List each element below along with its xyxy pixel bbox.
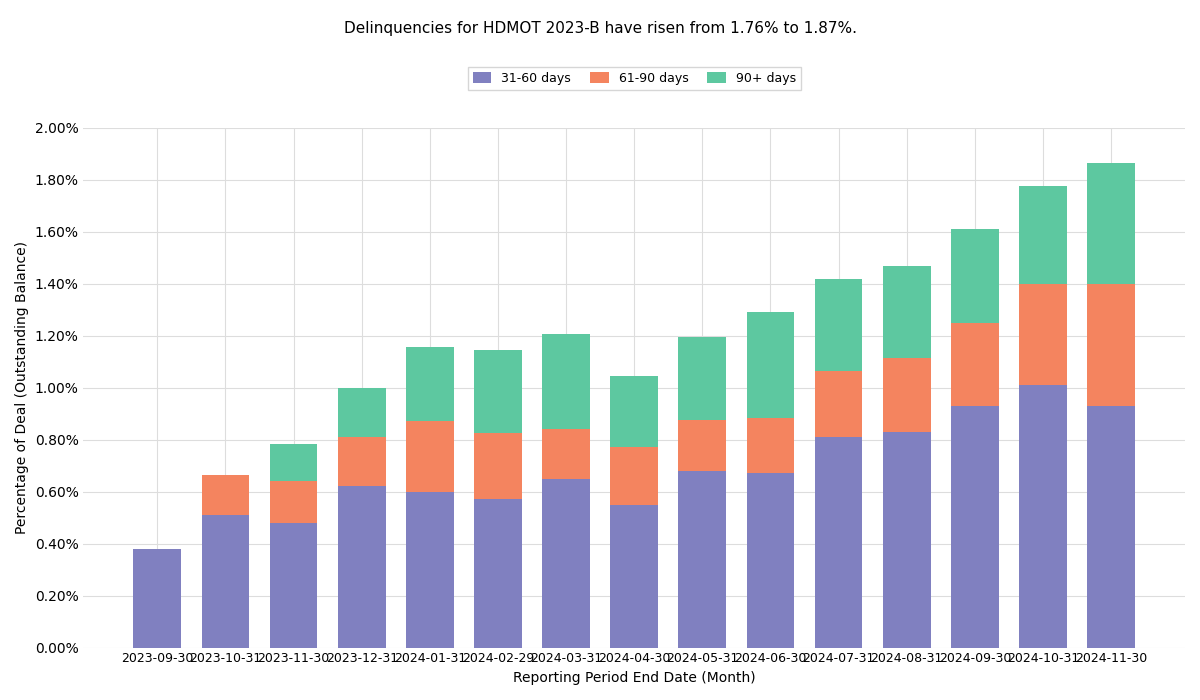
Bar bbox=[406, 421, 454, 491]
Legend: 31-60 days, 61-90 days, 90+ days: 31-60 days, 61-90 days, 90+ days bbox=[468, 66, 800, 90]
Bar bbox=[270, 482, 318, 523]
Bar bbox=[815, 437, 863, 648]
Bar bbox=[338, 388, 385, 437]
Bar bbox=[746, 312, 794, 418]
Bar bbox=[746, 418, 794, 473]
X-axis label: Reporting Period End Date (Month): Reporting Period End Date (Month) bbox=[512, 671, 756, 685]
Bar bbox=[746, 473, 794, 648]
Bar bbox=[678, 337, 726, 420]
Bar bbox=[474, 500, 522, 648]
Bar bbox=[1087, 163, 1135, 284]
Bar bbox=[815, 371, 863, 437]
Bar bbox=[270, 523, 318, 648]
Bar bbox=[950, 229, 998, 323]
Bar bbox=[611, 447, 658, 505]
Bar bbox=[883, 358, 930, 432]
Bar bbox=[406, 491, 454, 648]
Bar bbox=[406, 347, 454, 421]
Bar bbox=[1019, 284, 1067, 385]
Bar bbox=[338, 486, 385, 648]
Bar bbox=[950, 406, 998, 648]
Bar bbox=[950, 323, 998, 406]
Bar bbox=[474, 350, 522, 433]
Bar bbox=[611, 376, 658, 447]
Bar bbox=[1019, 385, 1067, 648]
Bar bbox=[202, 475, 250, 515]
Bar bbox=[542, 335, 590, 429]
Bar bbox=[611, 505, 658, 648]
Bar bbox=[202, 515, 250, 648]
Bar bbox=[678, 420, 726, 471]
Bar bbox=[1087, 284, 1135, 406]
Bar bbox=[883, 265, 930, 358]
Bar bbox=[542, 479, 590, 648]
Bar bbox=[678, 471, 726, 648]
Bar bbox=[270, 444, 318, 482]
Text: Delinquencies for HDMOT 2023-B have risen from 1.76% to 1.87%.: Delinquencies for HDMOT 2023-B have rise… bbox=[343, 21, 857, 36]
Bar bbox=[1087, 406, 1135, 648]
Bar bbox=[542, 429, 590, 479]
Bar bbox=[815, 279, 863, 371]
Bar bbox=[133, 549, 181, 648]
Bar bbox=[474, 433, 522, 500]
Bar bbox=[1019, 186, 1067, 284]
Bar bbox=[883, 432, 930, 648]
Y-axis label: Percentage of Deal (Outstanding Balance): Percentage of Deal (Outstanding Balance) bbox=[16, 241, 29, 534]
Bar bbox=[338, 437, 385, 486]
